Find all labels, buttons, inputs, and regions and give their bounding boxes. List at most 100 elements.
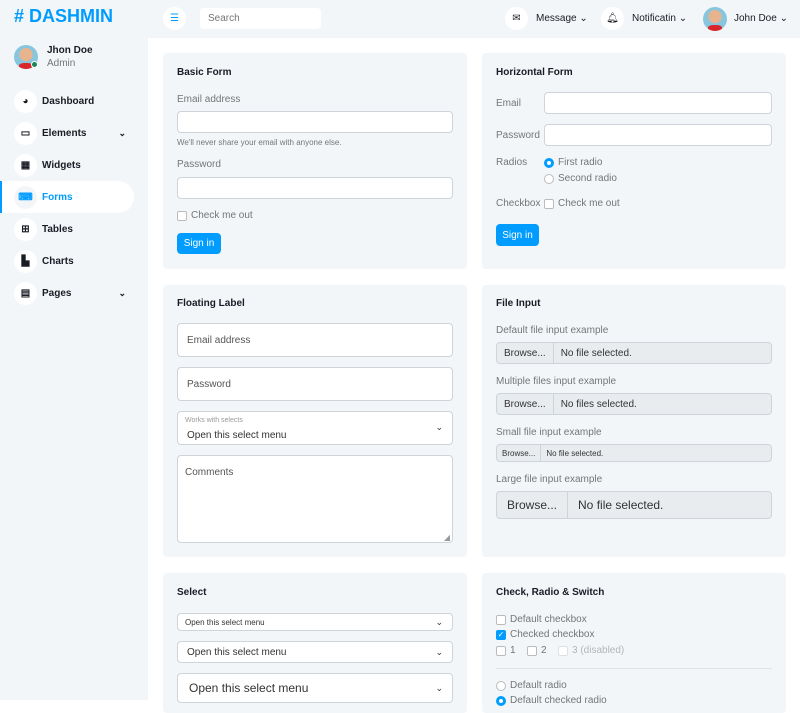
browse-button[interactable]: Browse... (497, 445, 542, 461)
notification-dropdown[interactable]: Notificatin ⌄ (632, 13, 687, 24)
email-help-text: We'll never share your email with anyone… (177, 138, 342, 147)
user-role: Admin (47, 58, 76, 69)
checkbox-label: Check me out (191, 210, 253, 221)
browse-button[interactable]: Browse... (497, 394, 554, 414)
card-title: Horizontal Form (496, 67, 573, 78)
chevron-down-icon: ⌄ (435, 682, 443, 693)
comments-textarea[interactable]: Comments ◢ (177, 455, 453, 543)
sidebar-item-label: Forms (42, 191, 73, 203)
user-name: Jhon Doe (47, 45, 93, 56)
default-checkbox-label: Default checkbox (510, 614, 587, 625)
email-input[interactable] (544, 92, 772, 114)
default-file-input[interactable]: Browse... No file selected. (496, 342, 772, 364)
select-value: Open this select menu (185, 617, 265, 627)
file-status: No files selected. (560, 398, 637, 410)
email-label: Email address (177, 94, 241, 105)
checkbox-label: Check me out (558, 198, 620, 209)
email-input[interactable] (177, 111, 453, 133)
file-status: No file selected. (578, 498, 664, 512)
laptop-icon: ▭ (14, 121, 37, 145)
notification-label: Notificatin (632, 13, 676, 24)
inline-checkbox-3-disabled (558, 646, 568, 656)
floating-email-input[interactable]: Email address (177, 323, 453, 357)
password-input[interactable] (544, 124, 772, 146)
inline-checkbox-1-label: 1 (510, 645, 516, 656)
multiple-file-label: Multiple files input example (496, 376, 617, 387)
default-checkbox[interactable] (496, 615, 506, 625)
topbar: ☰ ✉ Message ⌄ 🔔︎ Notificatin ⌄ John Doe … (148, 0, 800, 38)
gauge-icon: ◕ (14, 89, 37, 113)
message-dropdown[interactable]: Message ⌄ (536, 13, 588, 24)
sidebar-item-elements[interactable]: ▭ Elements ⌄ (0, 117, 134, 149)
search-input[interactable] (200, 8, 321, 29)
profile-name: John Doe (734, 13, 777, 24)
small-file-input[interactable]: Browse... No file selected. (496, 444, 772, 462)
sidebar-item-dashboard[interactable]: ◕ Dashboard (0, 85, 134, 117)
resize-handle-icon[interactable]: ◢ (443, 533, 450, 542)
inline-checkbox-2[interactable] (527, 646, 537, 656)
profile-avatar[interactable] (703, 7, 727, 31)
password-label: Password (177, 159, 221, 170)
chevron-down-icon: ⌄ (779, 13, 788, 24)
envelope-icon[interactable]: ✉ (505, 7, 528, 30)
checked-radio[interactable] (496, 696, 506, 706)
sign-in-button[interactable]: Sign in (496, 224, 539, 246)
select-value: Open this select menu (187, 430, 287, 441)
chevron-down-icon: ⌄ (678, 13, 688, 24)
sidebar-item-label: Charts (42, 255, 74, 267)
large-file-label: Large file input example (496, 474, 603, 485)
select-floating-label: Works with selects (185, 417, 243, 424)
message-label: Message (536, 13, 577, 24)
card-title: Check, Radio & Switch (496, 587, 605, 598)
check-me-out-checkbox[interactable] (177, 211, 187, 221)
profile-dropdown[interactable]: John Doe ⌄ (734, 13, 788, 24)
large-select[interactable]: Open this select menu ⌄ (177, 673, 453, 703)
password-placeholder: Password (187, 378, 231, 390)
sidebar-item-widgets[interactable]: ▦ Widgets (0, 149, 134, 181)
sidebar-item-tables[interactable]: ⊞ Tables (0, 213, 134, 245)
small-select[interactable]: Open this select menu ⌄ (177, 613, 453, 631)
menu-toggle-icon[interactable]: ☰ (163, 7, 186, 30)
comments-placeholder: Comments (185, 467, 234, 478)
chevron-down-icon: ⌄ (579, 13, 588, 24)
email-label: Email (496, 98, 522, 109)
multiple-file-input[interactable]: Browse... No files selected. (496, 393, 772, 415)
select-value: Open this select menu (187, 646, 287, 658)
sidebar-item-pages[interactable]: ▤ Pages ⌄ (0, 277, 134, 309)
second-radio-label: Second radio (558, 173, 617, 184)
sign-in-button[interactable]: Sign in (177, 233, 221, 254)
inline-checkbox-1[interactable] (496, 646, 506, 656)
chevron-down-icon[interactable]: ⌄ (118, 127, 126, 138)
second-radio[interactable] (544, 174, 554, 184)
select-value: Open this select menu (189, 681, 309, 695)
floating-password-input[interactable]: Password (177, 367, 453, 401)
default-radio-label: Default radio (510, 680, 567, 691)
sidebar-item-forms[interactable]: ⌨ Forms (0, 181, 134, 213)
chevron-down-icon[interactable]: ⌄ (118, 287, 126, 298)
password-input[interactable] (177, 177, 453, 199)
first-radio[interactable] (544, 158, 554, 168)
default-radio[interactable] (496, 681, 506, 691)
checked-checkbox-label: Checked checkbox (510, 629, 595, 640)
browse-button[interactable]: Browse... (497, 343, 554, 363)
check-me-out-checkbox[interactable] (544, 199, 554, 209)
sidebar: # DASHMIN Jhon Doe Admin ◕ Dashboard ▭ Elem… (0, 0, 148, 700)
file-status: No file selected. (546, 448, 604, 458)
checked-checkbox[interactable]: ✓ (496, 630, 506, 640)
browse-button[interactable]: Browse... (497, 492, 569, 518)
chevron-down-icon: ⌄ (435, 646, 443, 657)
default-file-label: Default file input example (496, 325, 609, 336)
large-file-input[interactable]: Browse... No file selected. (496, 491, 772, 519)
checked-radio-label: Default checked radio (510, 695, 607, 706)
default-select[interactable]: Open this select menu ⌄ (177, 641, 453, 663)
card-title: Floating Label (177, 298, 245, 309)
floating-select[interactable]: Works with selects Open this select menu… (177, 411, 453, 445)
grid-icon: ▦ (14, 153, 37, 177)
chart-icon: ▙ (14, 249, 37, 273)
bell-icon[interactable]: 🔔︎ (601, 7, 624, 30)
sidebar-item-label: Dashboard (42, 95, 95, 107)
sidebar-item-charts[interactable]: ▙ Charts (0, 245, 134, 277)
chevron-down-icon: ⌄ (435, 422, 443, 432)
online-status-dot (31, 61, 38, 68)
brand-logo[interactable]: # DASHMIN (14, 6, 114, 26)
